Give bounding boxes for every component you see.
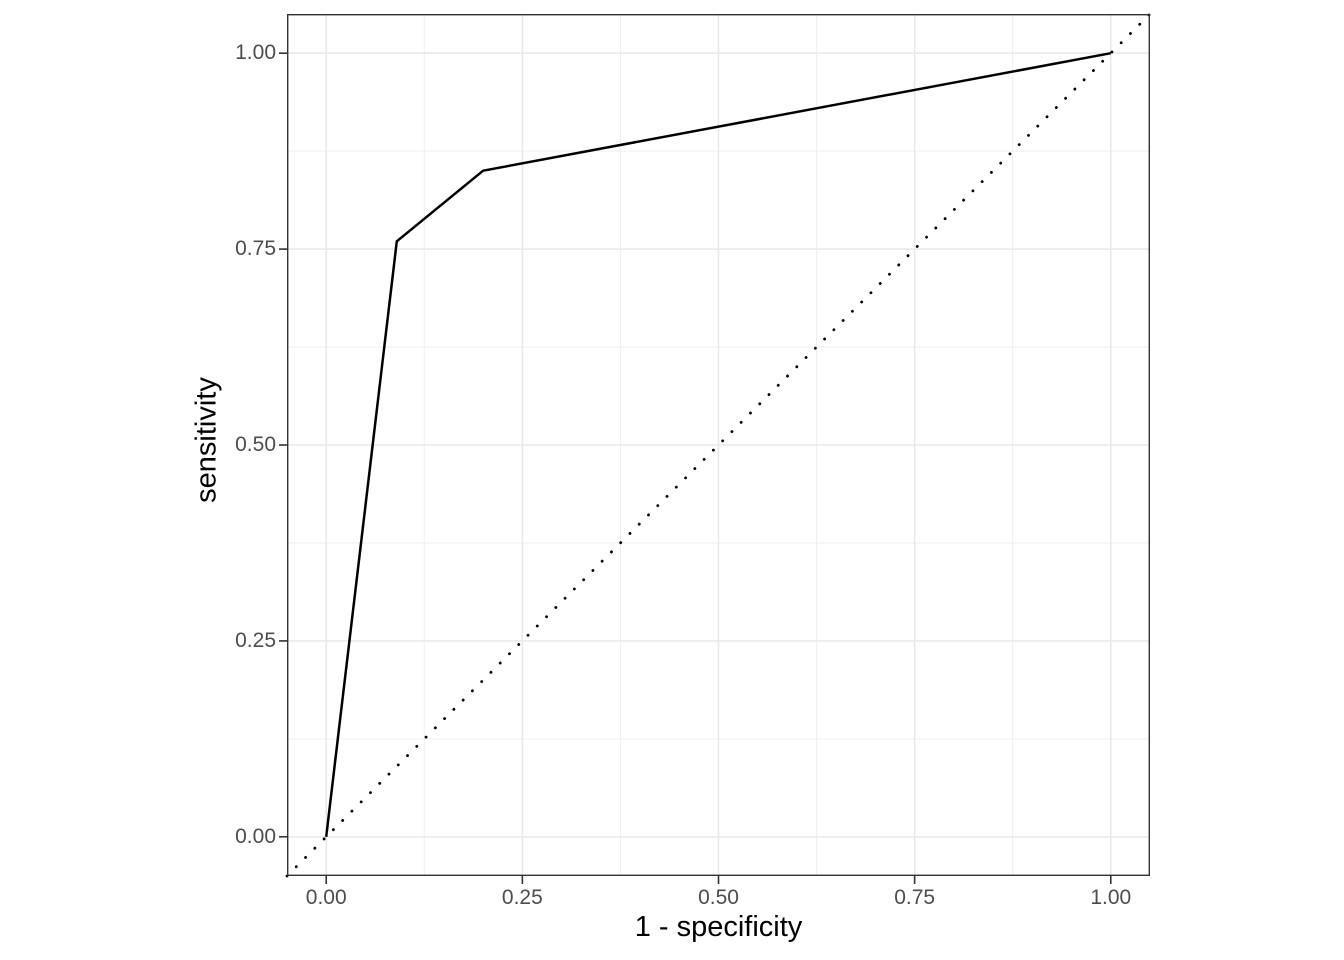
x-tick-label: 0.00 <box>305 886 347 909</box>
x-tick-label: 0.25 <box>501 886 543 909</box>
x-tick-label: 0.75 <box>894 886 936 909</box>
x-tick-label: 0.50 <box>698 886 739 909</box>
x-axis-title: 1 - specificity <box>634 911 803 943</box>
y-axis-tick-labels: 0.00 0.25 0.50 0.75 1.00 <box>0 14 276 876</box>
panel-border <box>286 13 1150 876</box>
x-tick-label: 1.00 <box>1090 886 1132 909</box>
y-tick-label: 1.00 <box>235 41 276 65</box>
y-tick-label: 0.25 <box>235 628 276 652</box>
y-tick-label: 0.50 <box>235 433 276 456</box>
x-axis-tick-labels: 0.00 0.25 0.50 0.75 1.00 <box>287 884 1150 912</box>
y-tick-label: 0.75 <box>235 237 276 261</box>
y-tick-label: 0.00 <box>235 824 276 848</box>
roc-curve <box>324 51 1112 837</box>
roc-chart-svg <box>279 12 1152 884</box>
plot-panel <box>279 12 1152 884</box>
